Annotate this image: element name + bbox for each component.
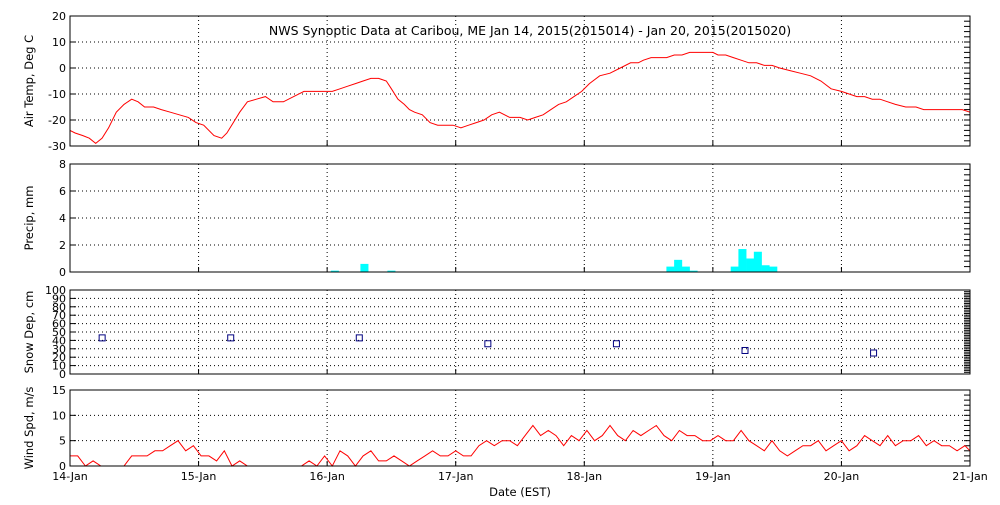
precip-bar (738, 249, 747, 272)
snow-depth-point (612, 340, 620, 348)
panel-frame (69, 389, 971, 467)
x-tick-label: 16-Jan (309, 470, 345, 483)
y-tick-label: 0 (59, 62, 66, 75)
y-axis-title: Precip, mm (22, 186, 36, 251)
y-tick-label: 10 (52, 360, 66, 373)
precip-bar (674, 259, 683, 272)
y-axis-title: Snow Dep, cm (22, 291, 36, 374)
y-tick-label: 20 (52, 351, 66, 364)
x-tick-label: 21-Jan (952, 470, 988, 483)
y-tick-label: 5 (59, 435, 66, 448)
y-tick-label: 2 (59, 239, 66, 252)
y-tick-label: 100 (45, 284, 66, 297)
y-tick-label: 4 (59, 212, 66, 225)
precip-bar (746, 258, 755, 272)
precip-bar (387, 270, 396, 272)
snow-depth-point (741, 346, 749, 354)
x-tick-label: 17-Jan (438, 470, 474, 483)
precip-bar (360, 263, 369, 272)
y-tick-label: 0 (59, 266, 66, 279)
x-axis-title: Date (EST) (489, 485, 551, 499)
chart-title: NWS Synoptic Data at Caribou, ME Jan 14,… (269, 23, 791, 38)
precip-bar (689, 270, 698, 272)
y-tick-label: 8 (59, 158, 66, 171)
snow-depth-point (227, 334, 235, 342)
x-tick-label: 20-Jan (824, 470, 860, 483)
y-tick-label: 60 (52, 318, 66, 331)
panel-1: 20 10 0 -10 -20 -30 Air Temp, Deg C (22, 10, 971, 153)
y-tick-label: 0 (59, 368, 66, 381)
x-tick-label: 18-Jan (567, 470, 603, 483)
y-tick-label: -10 (48, 88, 66, 101)
y-tick-label: 50 (52, 326, 66, 339)
snow-depth-point (484, 340, 492, 348)
y-tick-label: 15 (52, 384, 66, 397)
y-tick-label: -20 (48, 114, 66, 127)
y-tick-label: 90 (52, 292, 66, 305)
precip-bar (769, 266, 778, 272)
x-tick-label: 14-Jan (52, 470, 88, 483)
panel-2: 0 2 4 6 8 Precip, mm (22, 158, 971, 279)
panel-frame (69, 15, 971, 147)
precip-bar (330, 270, 339, 272)
snow-depth-point (98, 334, 106, 342)
y-tick-label: 20 (52, 10, 66, 23)
y-tick-label: 10 (52, 409, 66, 422)
y-tick-label: 6 (59, 185, 66, 198)
y-axis-title: Air Temp, Deg C (22, 35, 36, 127)
series-line (69, 51, 971, 145)
snow-depth-point (355, 334, 363, 342)
precip-bar (753, 251, 762, 272)
precip-bar (666, 266, 675, 272)
y-tick-label: 30 (52, 343, 66, 356)
y-tick-label: 40 (52, 334, 66, 347)
y-tick-label: -30 (48, 140, 66, 153)
x-tick-label: 19-Jan (695, 470, 731, 483)
precip-bar (761, 265, 770, 272)
snow-depth-point (870, 349, 878, 357)
panel-4: 0 5 10 15 Wind Spd, m/s (22, 384, 971, 473)
x-tick-label: 15-Jan (181, 470, 217, 483)
y-tick-label: 10 (52, 36, 66, 49)
precip-bar (681, 266, 690, 272)
y-axis-title: Wind Spd, m/s (22, 387, 36, 470)
series-line (70, 424, 971, 467)
y-tick-label: 70 (52, 309, 66, 322)
y-tick-label: 80 (52, 301, 66, 314)
precip-bar (730, 266, 739, 272)
y-tick-label: 0 (59, 460, 66, 473)
